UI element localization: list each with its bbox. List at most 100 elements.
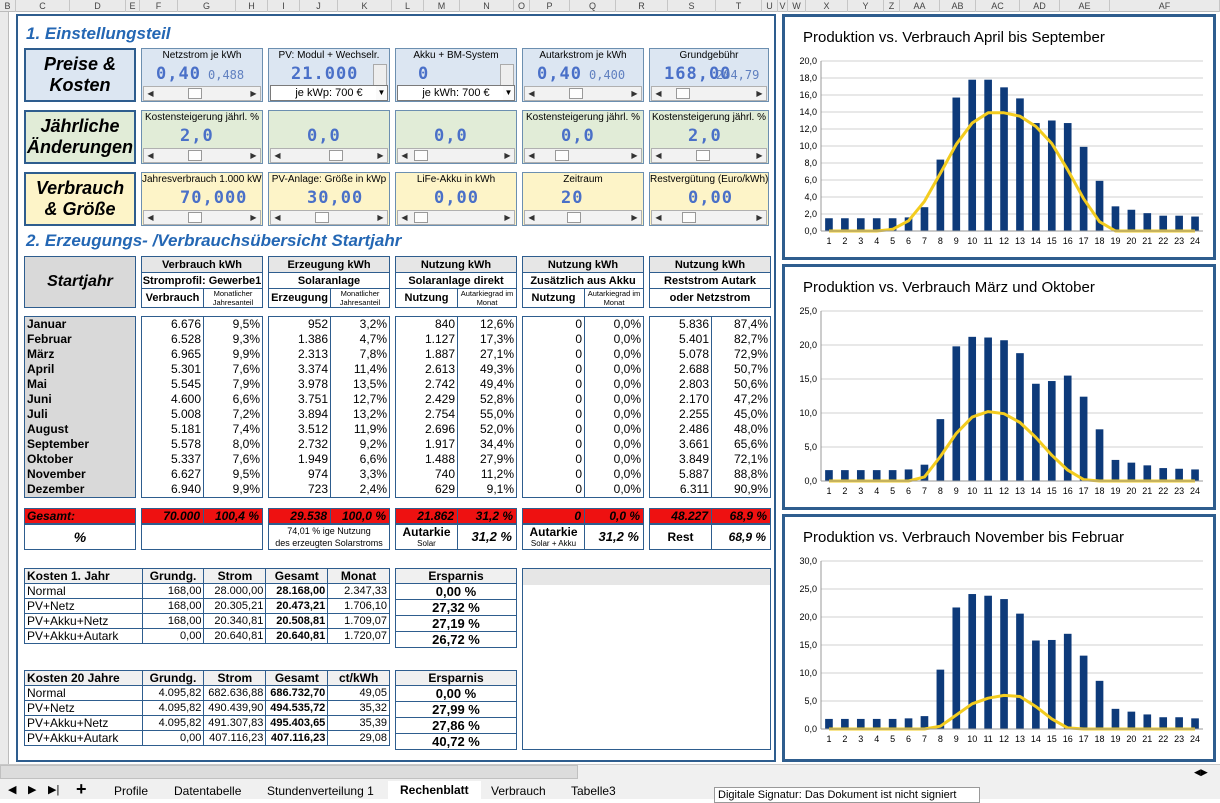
arrow-right-icon[interactable]: ▶ [250,89,257,98]
cell-value[interactable]: 0 [523,392,585,407]
cell-percent[interactable]: 0,0% [613,422,641,436]
cell-percent[interactable]: 72,9% [733,347,768,361]
slider-thumb[interactable] [414,212,428,223]
table-cell[interactable]: 20.640,81 [265,628,329,644]
column-header[interactable]: S [668,0,716,12]
cell-value[interactable]: 2.613 [396,362,458,377]
setting-control[interactable]: LiFe-Akku in kWh 0,00 ◀ ▶ [395,172,517,226]
column-header[interactable]: X [806,0,848,12]
column-header[interactable]: I [268,0,300,12]
cell-percent[interactable]: 27,1% [479,347,514,361]
slider-thumb[interactable] [188,150,202,161]
chevron-down-icon[interactable]: ▼ [376,86,387,100]
next-sheet-icon[interactable]: ▶ [28,784,37,796]
savings-cell[interactable]: 26,72 % [395,631,517,648]
column-header[interactable]: AD [1020,0,1060,12]
column-header[interactable]: Z [884,0,900,12]
cell-value[interactable]: 2.742 [396,377,458,392]
savings-cell[interactable]: 27,99 % [395,701,517,718]
rest-value[interactable]: 68,9 % [728,530,766,544]
total-value[interactable]: 48.227 [650,509,712,523]
cell-percent[interactable]: 4,7% [359,332,387,346]
last-sheet-icon[interactable]: ▶| [48,784,60,796]
setting-control[interactable]: Kostensteigerung jährl. % 2,0 ◀ ▶ [141,110,263,164]
cell-percent[interactable]: 87,4% [733,317,768,331]
column-header[interactable]: N [460,0,514,12]
arrow-right-icon[interactable]: ▶ [250,151,257,160]
column-header[interactable]: C [16,0,70,12]
slider-thumb[interactable] [682,212,696,223]
value-slider[interactable]: ◀ ▶ [397,210,515,225]
arrow-right-icon[interactable]: ▶ [504,151,511,160]
setting-control[interactable]: Grundgebühr 168,00 204,79 ◀ ▶ [649,48,769,102]
cell-percent[interactable]: 82,7% [733,332,768,346]
cell-value[interactable]: 5.545 [142,377,204,392]
cell-percent[interactable]: 7,4% [232,422,260,436]
column-header[interactable]: R [616,0,668,12]
savings-cell[interactable]: 0,00 % [395,685,517,702]
value-slider[interactable]: ◀ ▶ [143,86,261,101]
column-header[interactable]: L [392,0,424,12]
cell-percent[interactable]: 0,0% [613,452,641,466]
arrow-right-icon[interactable]: ▶ [756,213,763,222]
cell-value[interactable]: 3.512 [269,422,331,437]
cell-value[interactable]: 629 [396,482,458,497]
cell-value[interactable]: 6.311 [650,482,712,497]
cell-value[interactable]: 0 [523,332,585,347]
table-cell[interactable]: 168,00 [141,613,205,629]
value-slider[interactable]: ◀ ▶ [524,148,642,163]
column-header[interactable]: AB [940,0,976,12]
cell-value[interactable]: 2.754 [396,407,458,422]
cell-value[interactable]: 6.627 [142,467,204,482]
cell-value[interactable]: 5.008 [142,407,204,422]
table-cell[interactable]: PV+Netz [24,598,143,614]
arrow-right-icon[interactable]: ▶ [631,89,638,98]
spin-scrollbar[interactable] [500,64,514,86]
table-cell[interactable]: 49,05 [327,685,390,701]
cell-value[interactable]: 974 [269,467,331,482]
column-header[interactable]: M [424,0,460,12]
cell-value[interactable]: 2.803 [650,377,712,392]
cell-percent[interactable]: 13,2% [352,407,387,421]
cell-percent[interactable]: 12,7% [352,392,387,406]
cell-value[interactable]: 5.301 [142,362,204,377]
cell-percent[interactable]: 72,1% [733,452,768,466]
cell-value[interactable]: 6.528 [142,332,204,347]
cell-percent[interactable]: 9,2% [359,437,387,451]
cell-value[interactable]: 1.488 [396,452,458,467]
cell-value[interactable]: 5.578 [142,437,204,452]
cell-percent[interactable]: 0,0% [613,362,641,376]
arrow-left-icon[interactable]: ◀ [147,213,154,222]
total-percent[interactable]: 31,2 % [475,509,513,523]
column-header[interactable]: U [762,0,778,12]
cell-value[interactable]: 5.836 [650,317,712,332]
value-slider[interactable]: ◀ ▶ [651,210,767,225]
table-cell[interactable]: 407.116,23 [203,730,267,746]
tab-datentabelle[interactable]: Datentabelle [174,784,242,798]
cell-percent[interactable]: 11,4% [353,362,387,376]
column-header[interactable]: G [178,0,236,12]
cell-percent[interactable]: 7,9% [232,377,260,391]
cell-percent[interactable]: 52,8% [479,392,514,406]
tab-verbrauch[interactable]: Verbrauch [491,784,546,798]
table-cell[interactable]: PV+Akku+Autark [24,628,143,644]
column-header[interactable]: AA [900,0,940,12]
cell-value[interactable]: 3.849 [650,452,712,467]
spin-scrollbar[interactable] [373,64,387,86]
value-slider[interactable]: ◀ ▶ [270,210,388,225]
cell-percent[interactable]: 13,5% [352,377,387,391]
value-slider[interactable]: ◀ ▶ [143,148,261,163]
cell-value[interactable]: 2.696 [396,422,458,437]
cell-value[interactable]: 2.170 [650,392,712,407]
cell-percent[interactable]: 0,0% [613,377,641,391]
table-cell[interactable]: 20.305,21 [203,598,267,614]
value-slider[interactable]: ◀ ▶ [270,148,388,163]
slider-thumb[interactable] [188,212,202,223]
cell-value[interactable]: 840 [396,317,458,332]
arrow-left-icon[interactable]: ◀ [655,151,662,160]
column-header[interactable]: AF [1110,0,1220,12]
table-cell[interactable]: 20.640,81 [203,628,267,644]
column-header[interactable]: Q [570,0,616,12]
slider-thumb[interactable] [555,150,569,161]
setting-control[interactable]: 0,0 ◀ ▶ [268,110,390,164]
